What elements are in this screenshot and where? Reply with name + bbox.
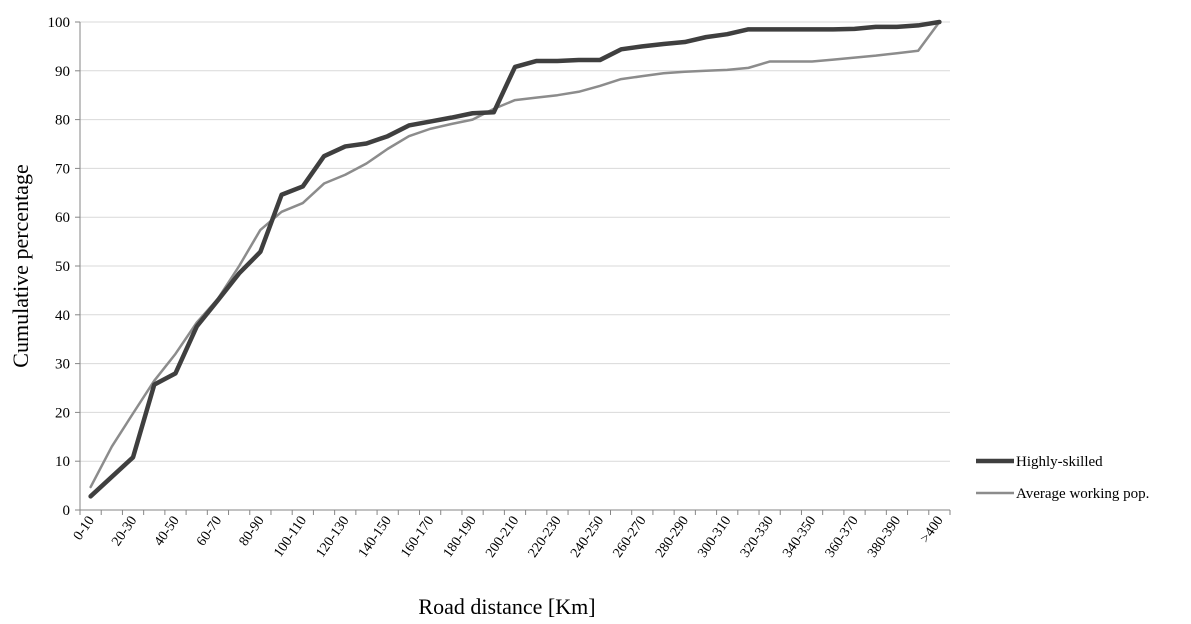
gridlines: [80, 21, 950, 462]
y-tick-label: 90: [55, 64, 70, 80]
x-tick-label: 160-170: [398, 514, 437, 561]
x-tick-label: 360-370: [823, 514, 862, 561]
y-tick-label: 10: [55, 454, 70, 470]
y-tick-label: 50: [55, 259, 70, 275]
x-tick-label: 60-70: [194, 514, 225, 549]
y-axis-tick-labels: 0 10 20 30 40 50 60 70 80 90 100: [48, 15, 71, 519]
x-axis-tick-labels: 0-10 20-30 40-50 60-70 80-90 100-110 120-130 14…: [71, 514, 947, 561]
y-axis-title: Cumulative percentage: [8, 164, 33, 367]
x-tick-label: 260-270: [611, 514, 650, 561]
legend: Highly-skilled Average working pop.: [976, 454, 1149, 502]
x-tick-label: 240-250: [568, 514, 607, 561]
x-tick-label: >400: [918, 514, 947, 546]
y-tick-label: 80: [55, 113, 70, 129]
x-tick-label: 200-210: [483, 514, 522, 561]
legend-label-highly-skilled: Highly-skilled: [1016, 454, 1103, 470]
y-tick-label: 100: [48, 15, 71, 31]
axes: [75, 21, 951, 515]
y-tick-label: 0: [63, 503, 71, 519]
x-tick-label: 320-330: [738, 514, 777, 561]
x-tick-label: 80-90: [237, 514, 268, 549]
x-tick-label: 40-50: [152, 514, 183, 549]
x-tick-label: 220-230: [526, 514, 565, 561]
y-tick-label: 70: [55, 161, 70, 177]
x-tick-label: 120-130: [313, 514, 352, 561]
x-tick-label: 0-10: [71, 514, 98, 544]
y-tick-label: 40: [55, 308, 70, 324]
x-axis-title: Road distance [Km]: [418, 594, 595, 619]
x-tick-label: 280-290: [653, 514, 692, 561]
x-tick-label: 300-310: [695, 514, 734, 561]
y-tick-label: 60: [55, 210, 70, 226]
x-tick-label: 100-110: [271, 514, 310, 560]
x-tick-label: 180-190: [441, 514, 480, 561]
series-line-highly-skilled: [88, 19, 942, 499]
series-line-average-working-pop: [89, 20, 941, 489]
x-tick-label: 380-390: [865, 514, 904, 561]
x-tick-label: 140-150: [356, 514, 395, 561]
y-tick-label: 20: [55, 405, 70, 421]
x-tick-label: 20-30: [109, 514, 140, 549]
series-lines: [88, 19, 942, 499]
legend-label-average-working-pop: Average working pop.: [1016, 486, 1149, 502]
x-tick-label: 340-350: [780, 514, 819, 561]
y-tick-label: 30: [55, 357, 70, 373]
